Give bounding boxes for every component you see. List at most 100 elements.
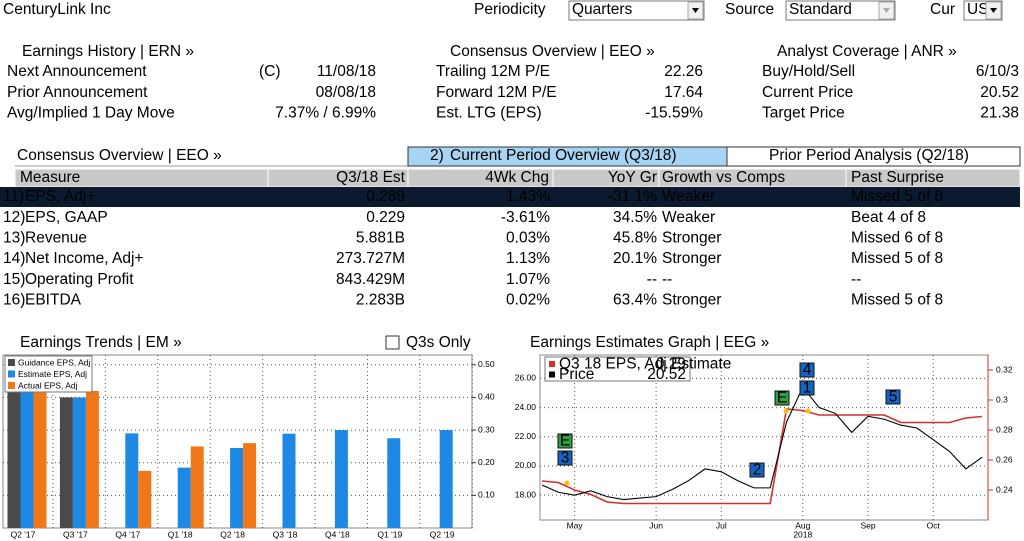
x-tick-label: Q1 '18 [168, 529, 193, 539]
event-marker-label: 4 [803, 362, 812, 379]
section-title[interactable]: Consensus Overview | EEO » [17, 147, 222, 164]
bar [20, 374, 34, 528]
section-title[interactable]: Earnings History | ERN » [22, 43, 194, 60]
summary-label: Current Price [762, 84, 853, 101]
x-tick-label: Oct [927, 520, 941, 530]
legend-value: 20.52 [647, 366, 686, 383]
table-cell[interactable]: Revenue [25, 229, 87, 246]
table-cell: Missed 5 of 8 [851, 188, 943, 205]
table-cell: 45.8% [613, 229, 657, 246]
estimate-revision-dot [805, 408, 811, 414]
legend-label: Estimate EPS, Adj [18, 369, 87, 379]
table-cell[interactable]: EPS, Adj+ [25, 188, 95, 205]
x-tick-label: Q4 '18 [325, 529, 350, 539]
summary-label: Trailing 12M P/E [436, 63, 550, 80]
table-cell[interactable]: EPS, GAAP [25, 209, 108, 226]
selected-row [0, 187, 1020, 207]
bar [282, 433, 296, 528]
y-tick-label: 0.50 [478, 359, 495, 369]
table-cell: 0.229 [366, 209, 405, 226]
summary-label: Prior Announcement [7, 84, 148, 101]
y2-tick-label: 0.28 [996, 424, 1013, 434]
legend-label: Q3 18 EPS, Adj Estimate [559, 356, 731, 373]
table-cell: 273.727M [336, 250, 405, 267]
bar [7, 374, 21, 528]
table-cell: -31.1% [608, 188, 657, 205]
x-tick-label: Aug [795, 520, 810, 530]
table-cell: Missed 5 of 8 [851, 250, 943, 267]
row-number: 16) [3, 292, 25, 309]
table-cell[interactable]: Net Income, Adj+ [25, 250, 143, 267]
event-marker-label: 1 [803, 380, 812, 397]
y-tick-label: 0.40 [478, 392, 495, 402]
summary-label: Forward 12M P/E [436, 84, 557, 101]
bar [59, 397, 73, 528]
dropdown-label: Periodicity [474, 1, 546, 18]
bar [125, 433, 139, 528]
dropdown-arrow [883, 8, 890, 13]
plot-area [539, 354, 989, 521]
y-tick-label: 0.30 [478, 424, 495, 434]
checkbox[interactable] [385, 335, 400, 350]
event-marker[interactable] [885, 389, 901, 405]
legend-swatch [8, 370, 15, 378]
bar [85, 390, 99, 528]
dropdown-label: Source [725, 1, 774, 18]
row-number: 15) [3, 271, 25, 288]
bar [334, 430, 348, 528]
dropdown-value: Standard [789, 1, 852, 18]
bar [243, 443, 257, 528]
x-tick-label: Q3 '18 [273, 529, 298, 539]
event-marker[interactable] [799, 362, 815, 378]
dropdown-value: Quarters [572, 1, 633, 18]
dropdown-arrow [692, 8, 699, 13]
legend-value: 0.29 [656, 356, 686, 373]
table-cell: Missed 6 of 8 [851, 229, 943, 246]
table-cell: -3.61% [501, 209, 550, 226]
y-tick-label: 24.00 [515, 402, 537, 412]
event-marker[interactable] [557, 433, 573, 449]
legend-label: Price [559, 366, 594, 383]
legend-swatch [8, 382, 15, 389]
table-cell: Stronger [662, 250, 721, 267]
bar [439, 430, 453, 528]
table-cell[interactable]: EBITDA [25, 292, 82, 309]
column-header-label: Past Surprise [851, 169, 944, 186]
series-line [541, 408, 983, 505]
legend [4, 355, 93, 393]
summary-label: Avg/Implied 1 Day Move [7, 104, 175, 121]
column-header-label: YoY Gr [608, 169, 657, 186]
chart-title[interactable]: Earnings Estimates Graph | EEG » [530, 334, 769, 351]
table-cell[interactable]: Operating Profit [25, 271, 134, 288]
summary-value: 17.64 [664, 84, 703, 101]
dropdown[interactable] [785, 0, 896, 21]
chart-title[interactable]: Earnings Trends | EM » [20, 334, 182, 351]
bar [230, 448, 244, 528]
event-marker[interactable] [557, 450, 573, 466]
event-marker-label: E [777, 390, 787, 407]
summary-value: 22.26 [664, 63, 703, 80]
summary-label: Est. LTG (EPS) [436, 104, 542, 121]
y2-tick-label: 0.32 [996, 364, 1013, 374]
section-title[interactable]: Consensus Overview | EEO » [450, 43, 655, 60]
event-marker[interactable] [749, 462, 765, 478]
event-marker[interactable] [799, 380, 815, 396]
table-cell: 34.5% [613, 209, 657, 226]
table-cell: 2.283B [356, 292, 405, 309]
dropdown[interactable] [568, 0, 705, 21]
event-marker[interactable] [774, 390, 790, 406]
legend-swatch [549, 371, 555, 378]
table-cell: 1.13% [506, 250, 550, 267]
summary-value: 21.38 [980, 104, 1019, 121]
table-cell: Weaker [662, 209, 715, 226]
table-cell: -- [851, 271, 861, 288]
bar [177, 467, 191, 528]
column-header-label: 4Wk Chg [485, 169, 549, 186]
summary-value: 11/08/18 [317, 63, 376, 80]
dropdown-label: Cur [930, 1, 955, 18]
row-number: 12) [3, 209, 25, 226]
section-title[interactable]: Analyst Coverage | ANR » [777, 43, 957, 60]
table-cell: 843.429M [336, 271, 405, 288]
tab[interactable] [726, 146, 1021, 167]
x-tick-label: Jul [716, 520, 727, 530]
